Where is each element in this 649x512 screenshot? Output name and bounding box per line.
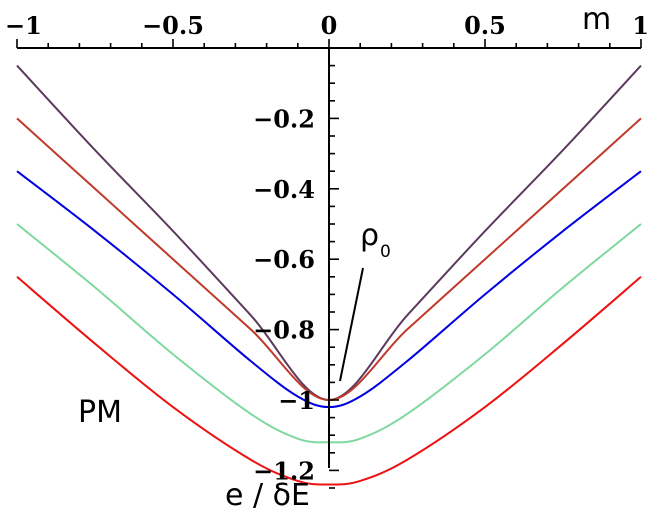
- rho-label: ρ: [360, 218, 379, 253]
- x-tick-label: −0.5: [142, 11, 204, 40]
- rho-annotation: ρ 0: [339, 218, 391, 382]
- y-tick-label: −1: [278, 386, 315, 415]
- x-ticks: −1 −0.5 0 0.5 1: [5, 11, 649, 48]
- rho-subscript: 0: [380, 242, 391, 262]
- y-tick-label: −0.2: [253, 104, 315, 133]
- y-tick-label: −0.4: [253, 175, 315, 204]
- y-tick-label: −0.6: [253, 245, 315, 274]
- x-tick-label: 1: [632, 11, 649, 40]
- y-ticks: −0.2 −0.4 −0.6 −0.8 −1 −1.2: [253, 64, 339, 489]
- y-tick-label: −0.8: [253, 316, 315, 345]
- x-tick-label: 0: [321, 11, 338, 40]
- x-tick-label: 0.5: [464, 11, 506, 40]
- x-tick-label: −1: [5, 11, 42, 40]
- pm-label: PM: [78, 395, 122, 430]
- y-axis-label: e / δE: [225, 478, 310, 512]
- rho-pointer-line: [339, 267, 364, 382]
- series-line-5: [16, 276, 642, 486]
- x-axis-label: m: [582, 2, 611, 37]
- y-tick-label: −1.2: [253, 456, 315, 485]
